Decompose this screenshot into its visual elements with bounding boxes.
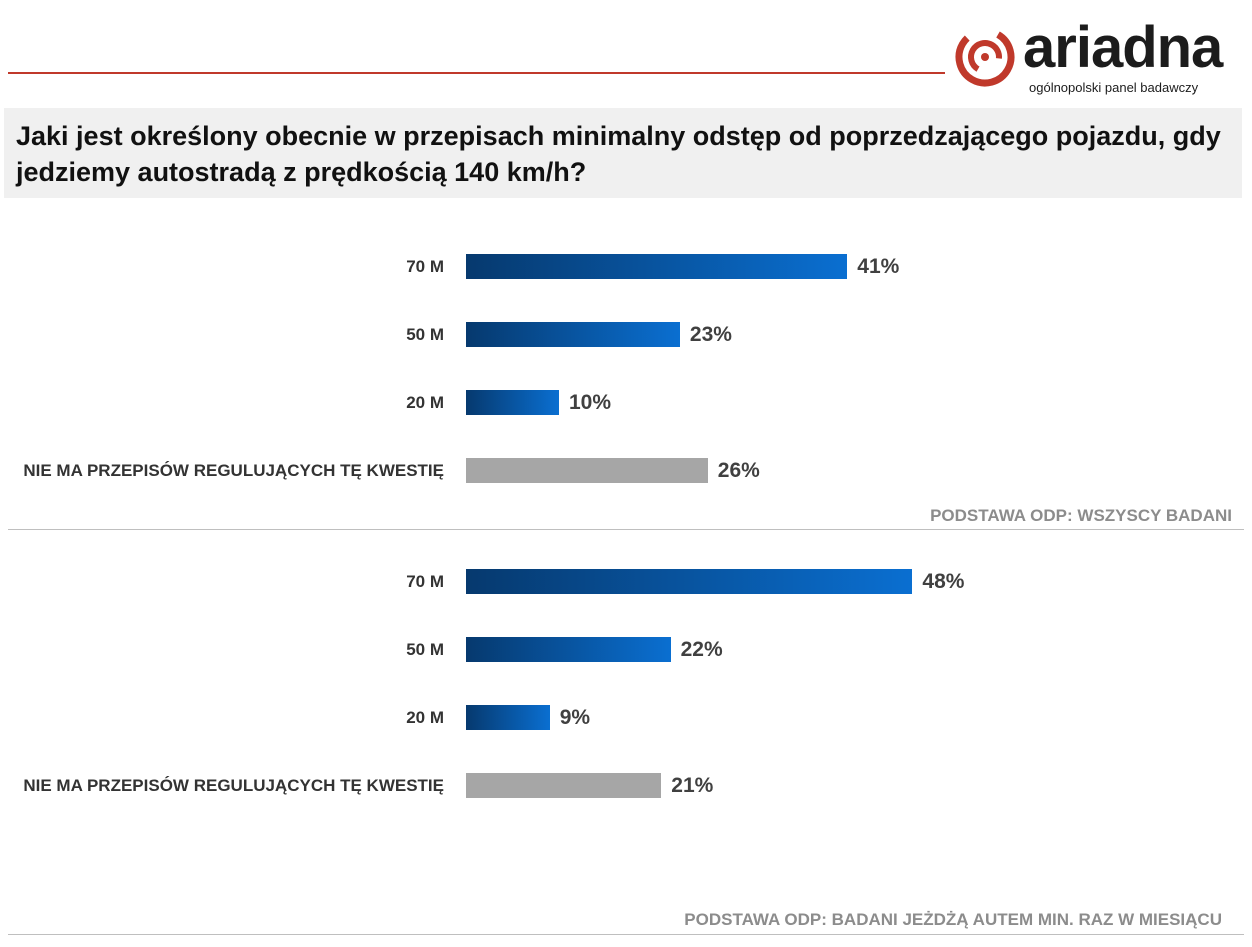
value-label: 9% [559, 706, 591, 729]
bar [466, 705, 550, 730]
chart-row: 70 M 41% [0, 254, 1252, 282]
bar [466, 458, 708, 483]
bar [466, 322, 680, 347]
category-label: NIE MA PRZEPISÓW REGULUJĄCYCH TĘ KWESTIĘ [23, 461, 444, 480]
bar [466, 569, 913, 594]
chart-row: 50 M 23% [0, 322, 1252, 350]
footer-rule [8, 934, 1244, 935]
question-banner: Jaki jest określony obecnie w przepisach… [4, 108, 1242, 198]
category-label: 50 M [406, 325, 444, 344]
value-label: 48% [922, 570, 965, 593]
value-label: 22% [680, 638, 723, 661]
bar [466, 637, 671, 662]
bar [466, 773, 662, 798]
bar [466, 254, 848, 279]
chart-row: NIE MA PRZEPISÓW REGULUJĄCYCH TĘ KWESTIĘ… [0, 773, 1252, 801]
base-note-all: PODSTAWA ODP: WSZYSCY BADANI [930, 506, 1232, 525]
header-rule [8, 72, 945, 74]
value-label: 41% [857, 255, 900, 278]
bar-chart-all-respondents: 70 M 41% 50 M 23% 20 M 10% NIE MA PRZEPISÓW RE… [0, 240, 1252, 500]
bar-chart-drivers: 70 M 48% 50 M 22% 20 M 9% NIE MA PRZEPISÓW REG… [0, 555, 1252, 815]
category-label: 50 M [406, 640, 444, 659]
ariadna-logo: ariadna ogólnopolski panel badawczy [955, 15, 1245, 100]
category-label: 70 M [406, 257, 444, 276]
value-label: 23% [689, 323, 732, 346]
section-divider [8, 529, 1244, 530]
chart-row: NIE MA PRZEPISÓW REGULUJĄCYCH TĘ KWESTIĘ… [0, 458, 1252, 486]
chart-row: 20 M 9% [0, 705, 1252, 733]
chart-row: 20 M 10% [0, 390, 1252, 418]
question-title: Jaki jest określony obecnie w przepisach… [16, 121, 1221, 187]
bar [466, 390, 559, 415]
category-label: 70 M [406, 572, 444, 591]
chart-row: 50 M 22% [0, 637, 1252, 665]
chart-row: 70 M 48% [0, 569, 1252, 597]
category-label: 20 M [406, 708, 444, 727]
base-note-drivers: PODSTAWA ODP: BADANI JEŻDŻĄ AUTEM MIN. R… [684, 910, 1222, 929]
logo-wordmark: ariadna [1023, 15, 1223, 80]
value-label: 10% [569, 391, 612, 414]
value-label: 26% [717, 459, 760, 482]
category-label: NIE MA PRZEPISÓW REGULUJĄCYCH TĘ KWESTIĘ [23, 776, 444, 795]
logo-tagline: ogólnopolski panel badawczy [1029, 80, 1199, 95]
category-label: 20 M [406, 393, 444, 412]
spiral-logo-icon [955, 27, 1015, 87]
value-label: 21% [671, 774, 714, 797]
